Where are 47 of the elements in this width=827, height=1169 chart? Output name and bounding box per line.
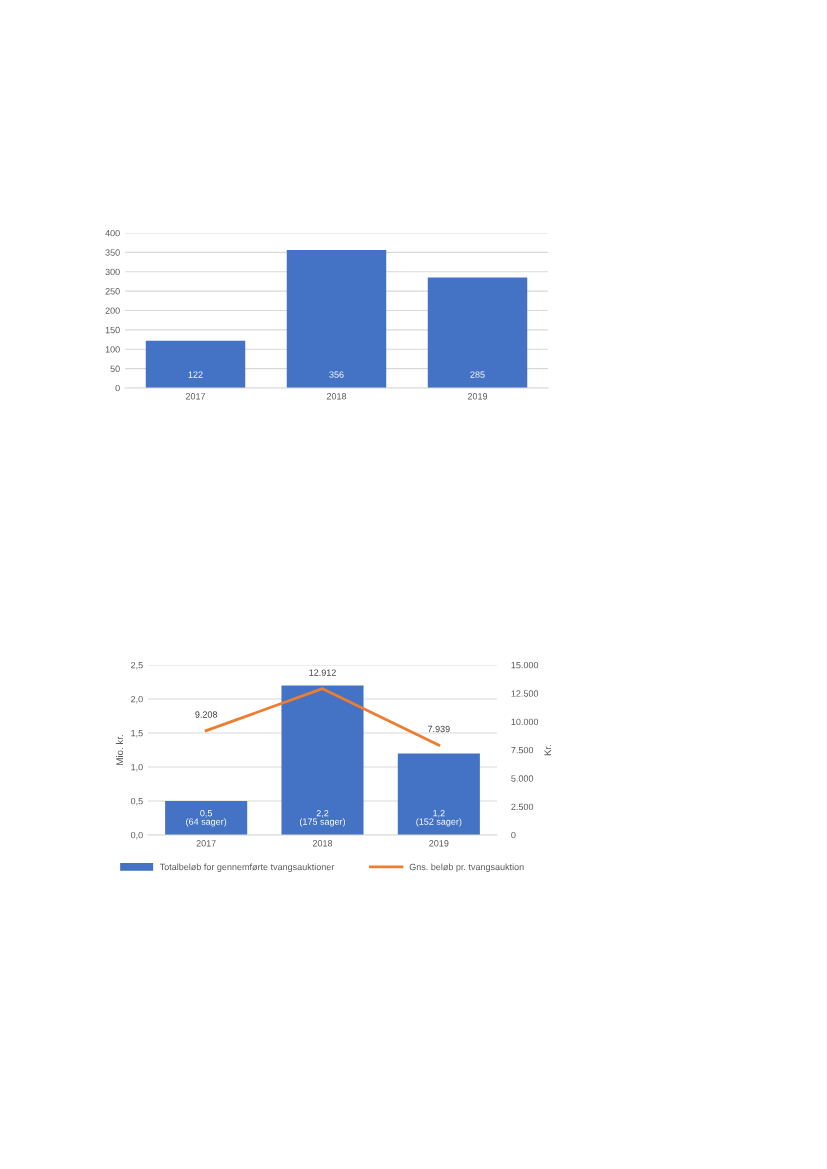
y-tick-label: 0,5 bbox=[130, 797, 143, 806]
bar bbox=[281, 685, 364, 835]
y2-tick-label: 12.500 bbox=[511, 690, 539, 697]
bar bbox=[397, 753, 480, 835]
y2-axis-title: Kr. bbox=[544, 744, 552, 756]
data-label: 0,5 (64 sager) bbox=[186, 809, 227, 827]
y2-tick-label: 7.500 bbox=[511, 746, 534, 754]
x-tick-label: 2017 bbox=[185, 393, 206, 400]
y2-tick-label: 2.500 bbox=[511, 803, 534, 811]
y-tick-label: 150 bbox=[105, 326, 120, 334]
y-tick-label: 1,0 bbox=[131, 763, 143, 772]
y-tick-label: 0,0 bbox=[130, 831, 143, 840]
y2-tick-label: 5.000 bbox=[511, 775, 534, 782]
data-label: 285 bbox=[470, 371, 485, 378]
y-tick-label: 300 bbox=[105, 268, 120, 276]
bar bbox=[145, 340, 246, 388]
y-tick-label: 50 bbox=[110, 365, 120, 372]
y-tick-label: 350 bbox=[105, 249, 120, 256]
y-tick-label: 1,5 bbox=[131, 730, 143, 738]
data-label: 2,2 (175 sager) bbox=[299, 809, 346, 827]
y-tick-label: 400 bbox=[105, 229, 120, 237]
y2-tick-label: 10.000 bbox=[511, 718, 539, 726]
data-label: 12.912 bbox=[309, 669, 336, 676]
y2-tick-label: 15.000 bbox=[511, 661, 539, 669]
y-axis-title: Mio. kr. bbox=[115, 735, 124, 765]
data-label: 356 bbox=[329, 371, 344, 378]
y-tick-label: 100 bbox=[105, 346, 120, 353]
x-tick-label: 2019 bbox=[467, 393, 488, 400]
x-tick-label: 2018 bbox=[312, 840, 333, 847]
legend-label: Totalbeløb for gennemførte tvangsauktioner bbox=[159, 863, 335, 872]
bar bbox=[165, 801, 248, 835]
data-label: 9.208 bbox=[195, 711, 218, 718]
x-tick-label: 2019 bbox=[429, 840, 449, 847]
data-label: 122 bbox=[188, 371, 203, 378]
y2-tick-label: 0 bbox=[511, 831, 516, 839]
y-tick-label: 2,5 bbox=[131, 661, 143, 670]
y-tick-label: 0 bbox=[115, 384, 120, 392]
y-tick-label: 250 bbox=[105, 288, 120, 295]
x-tick-label: 2017 bbox=[196, 840, 216, 847]
bar bbox=[427, 277, 528, 388]
legend-label: Gns. beløb pr. tvangsauktion bbox=[409, 863, 524, 872]
data-label: 7.939 bbox=[428, 725, 450, 733]
y-tick-label: 2,0 bbox=[131, 695, 143, 704]
y-tick-label: 200 bbox=[105, 307, 120, 314]
x-tick-label: 2018 bbox=[326, 393, 347, 400]
bar bbox=[286, 250, 387, 388]
data-label: 1,2 (152 sager) bbox=[416, 809, 462, 827]
